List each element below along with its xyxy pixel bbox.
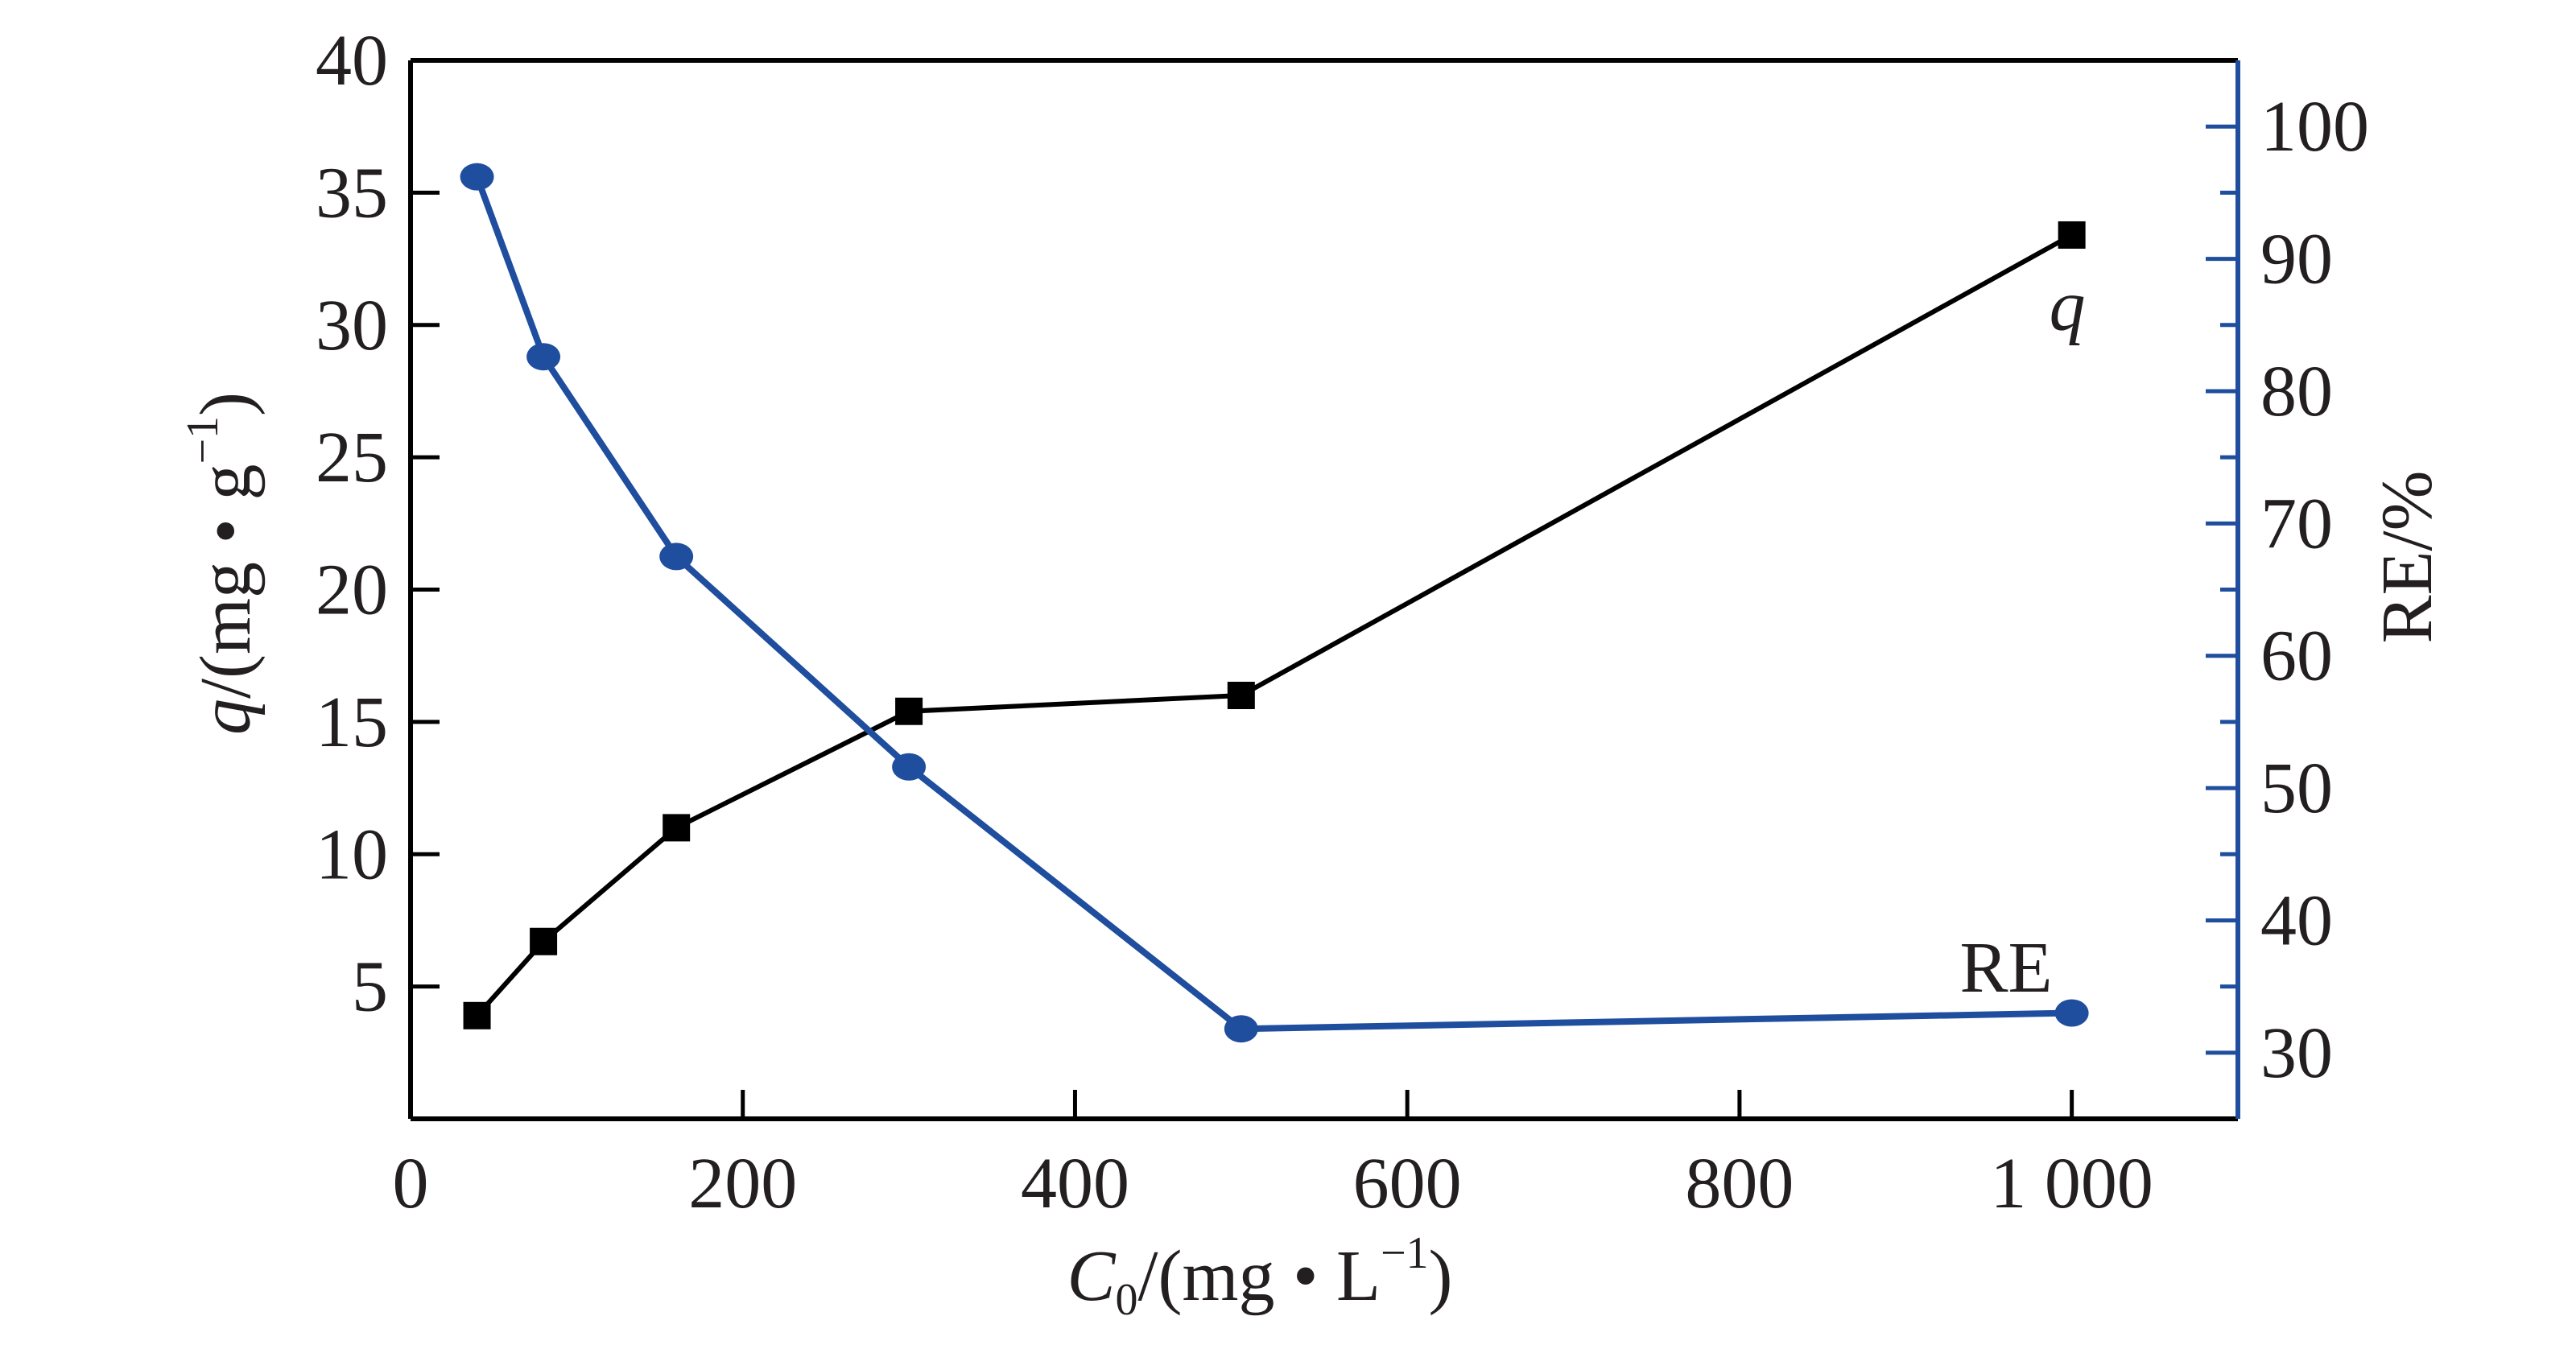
x-axis-title: C0/(mg • L−1) (1067, 1228, 1452, 1325)
y-right-tick-label: 80 (2260, 352, 2333, 431)
data-point-re (526, 343, 561, 371)
y-left-tick-label: 30 (316, 286, 388, 365)
x-axis-title-sup: −1 (1381, 1228, 1429, 1278)
x-tick-label: 0 (393, 1144, 429, 1223)
y-left-tick-label: 5 (352, 947, 388, 1027)
y-right-axis-title: RE/% (2368, 471, 2447, 644)
y-left-tick-label: 25 (316, 418, 388, 497)
x-axis-title-unit: /(mg • L (1137, 1236, 1380, 1316)
y-left-axis-ticks: 5 10 15 20 25 30 35 40 (316, 21, 440, 1027)
y-left-tick-label: 10 (316, 815, 388, 894)
y-right-axis-ticks: 30 40 50 60 70 80 90 100 (2206, 87, 2369, 1093)
y-right-tick-label: 30 (2260, 1013, 2333, 1093)
y-left-tick-label: 20 (316, 551, 388, 630)
x-axis-title-sub: 0 (1115, 1275, 1137, 1325)
data-point-re (892, 753, 927, 781)
y-left-axis-title-unit: /(mg • g (186, 464, 266, 699)
x-tick-label: 400 (1021, 1144, 1129, 1223)
y-left-axis-title-sup: −1 (178, 416, 228, 464)
series-label-re: RE (1959, 928, 2052, 1008)
data-point-q (463, 1001, 491, 1029)
series-line-q (475, 233, 2074, 1017)
y-right-tick-label: 90 (2260, 220, 2333, 299)
series-line-re (473, 175, 2072, 1033)
data-point-q (2058, 221, 2086, 249)
data-point-re (2054, 999, 2089, 1027)
data-point-q (530, 927, 558, 955)
y-right-tick-label: 60 (2260, 617, 2333, 696)
y-right-tick-label: 50 (2260, 749, 2333, 828)
x-tick-label: 800 (1685, 1144, 1794, 1223)
x-tick-label: 600 (1353, 1144, 1462, 1223)
series-label-q: q (2050, 266, 2086, 346)
series-labels: q RE (1959, 266, 2085, 1008)
data-point-q (895, 697, 923, 725)
x-tick-label: 1 000 (1990, 1144, 2153, 1223)
y-left-tick-label: 35 (316, 153, 388, 233)
y-left-tick-label: 40 (316, 21, 388, 101)
y-left-axis-title-close: ) (186, 392, 266, 416)
data-point-q (1227, 682, 1255, 709)
y-right-tick-label: 100 (2260, 87, 2369, 167)
x-axis-ticks: 0 200 400 600 800 1 000 (393, 1090, 2153, 1223)
data-point-re (460, 163, 494, 191)
x-axis-title-var: C (1067, 1236, 1116, 1316)
series-layer (460, 163, 2089, 1043)
data-point-q (663, 814, 691, 842)
y-left-tick-label: 15 (316, 683, 388, 762)
y-right-tick-label: 40 (2260, 881, 2333, 960)
x-tick-label: 200 (688, 1144, 797, 1223)
y-left-axis-title-var: q (186, 699, 266, 735)
data-point-re (1224, 1015, 1258, 1043)
y-right-tick-label: 70 (2260, 484, 2333, 563)
x-axis-title-close: ) (1429, 1236, 1453, 1316)
data-point-re (659, 543, 694, 571)
y-left-axis-title: q/(mg • g−1) (178, 392, 266, 735)
